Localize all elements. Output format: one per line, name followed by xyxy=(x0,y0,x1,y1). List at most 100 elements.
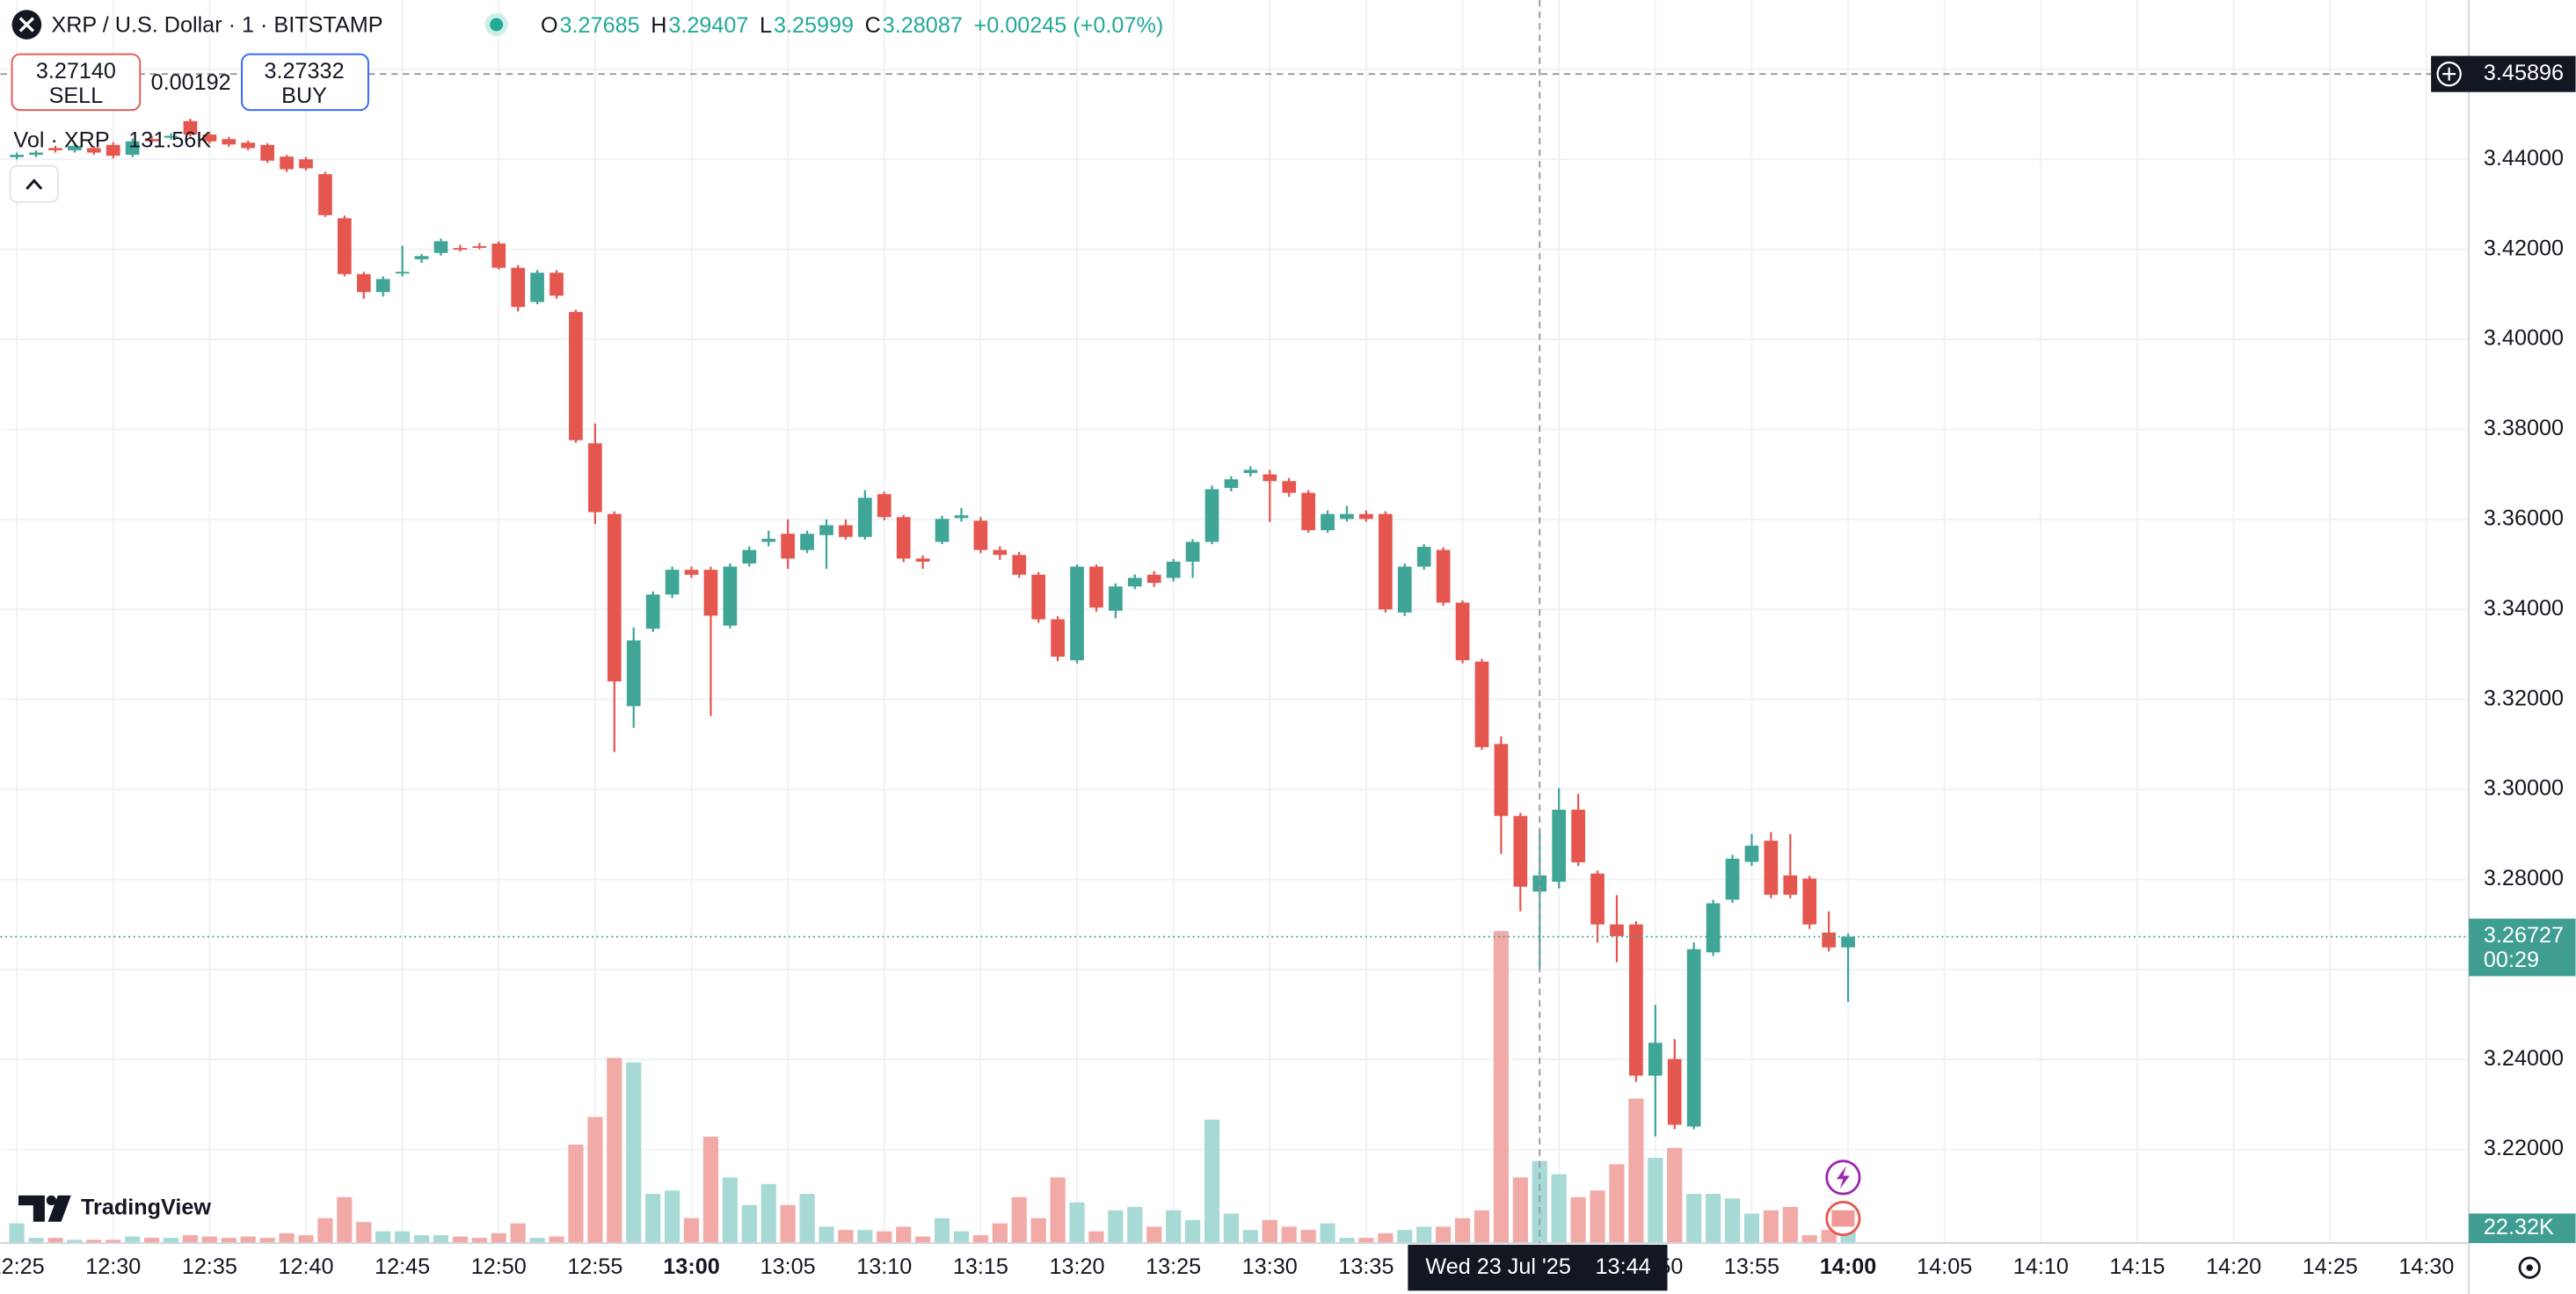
volume-value-label: 22.32K xyxy=(2484,1215,2554,1239)
labels: XRP / U.S. Dollar · 1 · BITSTAMP O 3.2768… xyxy=(9,10,2541,1279)
volume-bar xyxy=(1378,1232,1394,1244)
x-tick-label: 12:30 xyxy=(85,1254,141,1279)
volume-bar xyxy=(317,1218,333,1244)
candle-body xyxy=(761,538,776,542)
candle-body xyxy=(1301,492,1316,531)
x-tick-label: 13:00 xyxy=(663,1254,719,1279)
volume-bar xyxy=(395,1231,411,1244)
candle-body xyxy=(1166,561,1181,578)
candle-body xyxy=(1532,875,1547,892)
candle-body xyxy=(896,517,911,559)
volume-bar xyxy=(838,1230,854,1244)
y-tick-label: 3.24000 xyxy=(2484,1046,2564,1071)
sell-price: 3.27140 xyxy=(36,59,116,84)
candle-body xyxy=(1455,602,1470,661)
candle-body xyxy=(433,241,448,253)
candle-body xyxy=(1552,810,1567,882)
volume-bar xyxy=(86,1239,102,1244)
y-tick-label: 3.44000 xyxy=(2484,146,2564,171)
volume-bar xyxy=(1358,1238,1374,1244)
volume-bar xyxy=(819,1226,834,1244)
volume-bar xyxy=(1782,1206,1798,1244)
event-icon-mark xyxy=(1836,1166,1850,1189)
candle-body xyxy=(29,152,43,156)
candle-body xyxy=(1783,875,1798,895)
change: +0.00245 (+0.07%) xyxy=(973,13,1163,38)
buy-button[interactable] xyxy=(241,53,369,112)
candle-body xyxy=(703,570,718,616)
candle-body xyxy=(993,549,1008,556)
volume-layer xyxy=(9,931,1856,1244)
candle-body xyxy=(280,156,294,170)
candle-layer xyxy=(10,119,1855,1137)
volume-bar xyxy=(1724,1198,1741,1244)
volume-bar xyxy=(1204,1119,1220,1244)
volume-bar xyxy=(915,1236,931,1244)
candle-body xyxy=(954,515,969,519)
volume-bar xyxy=(1821,1230,1837,1244)
candle-body xyxy=(202,134,217,142)
candle-body xyxy=(1725,858,1740,900)
volume-bar xyxy=(1030,1218,1046,1244)
volume-bar xyxy=(67,1239,83,1244)
candle-body xyxy=(183,120,198,135)
brand-logo xyxy=(18,1195,71,1222)
y-tick-label: 3.38000 xyxy=(2484,416,2564,440)
volume-bar xyxy=(1763,1210,1779,1244)
candle-body xyxy=(260,144,274,161)
x-tick-label: 13:10 xyxy=(856,1254,912,1279)
volume-bar xyxy=(1223,1213,1240,1244)
volume-bar xyxy=(28,1238,44,1244)
y-tick-label: 3.36000 xyxy=(2484,505,2564,530)
x-tick-label: 14:15 xyxy=(2109,1254,2165,1279)
y-tick-label: 3.40000 xyxy=(2484,326,2564,351)
candle-body xyxy=(1590,873,1605,925)
volume-bar xyxy=(1146,1226,1162,1244)
settings-button[interactable] xyxy=(2518,1256,2541,1279)
brand-logo-dot xyxy=(46,1195,56,1206)
volume-bar xyxy=(953,1231,970,1244)
volume-legend-label: Vol · XRP xyxy=(13,127,109,152)
candle-body xyxy=(222,139,236,145)
x-tick-label: 13:35 xyxy=(1338,1254,1394,1279)
candle-body xyxy=(68,145,82,151)
flag-icon xyxy=(1831,1210,1855,1227)
volume-bar xyxy=(934,1218,950,1244)
volume-bar xyxy=(1011,1196,1027,1244)
volume-bar xyxy=(780,1204,796,1244)
candle-body xyxy=(742,549,757,564)
x-tick-label: 13:30 xyxy=(1242,1254,1298,1279)
candle-body xyxy=(1282,481,1297,493)
candle-body xyxy=(48,148,62,151)
volume-bar xyxy=(491,1232,506,1244)
collapse-button[interactable] xyxy=(9,164,59,203)
sell-label: SELL xyxy=(49,84,104,108)
volume-bar xyxy=(568,1145,584,1244)
sell-button[interactable] xyxy=(11,53,142,112)
symbol-icon-mark xyxy=(18,17,35,33)
candle-body xyxy=(299,159,313,169)
symbol-title[interactable]: XRP / U.S. Dollar · 1 · BITSTAMP xyxy=(51,13,382,38)
add-alert-icon xyxy=(2442,67,2456,81)
ohlc-value: 3.29407 xyxy=(668,13,748,38)
collapse-icon xyxy=(25,178,43,190)
volume-bar xyxy=(1551,1174,1567,1244)
volume-bar xyxy=(645,1194,661,1244)
volume-bar xyxy=(259,1238,275,1244)
candle-body xyxy=(1416,547,1431,567)
settings-icon xyxy=(2526,1264,2533,1271)
candle-body xyxy=(607,513,622,682)
x-tick-label: 14:00 xyxy=(1820,1254,1876,1279)
candle-body xyxy=(125,141,140,156)
candle-body xyxy=(86,148,101,153)
volume-bar xyxy=(1648,1157,1663,1244)
ohlc-value: 3.25999 xyxy=(774,13,854,38)
volume-bar xyxy=(1069,1202,1085,1244)
volume-bar xyxy=(1262,1219,1277,1244)
x-tick-label: 12:25 xyxy=(0,1254,45,1279)
volume-bar xyxy=(47,1238,63,1244)
volume-bar xyxy=(356,1222,372,1244)
